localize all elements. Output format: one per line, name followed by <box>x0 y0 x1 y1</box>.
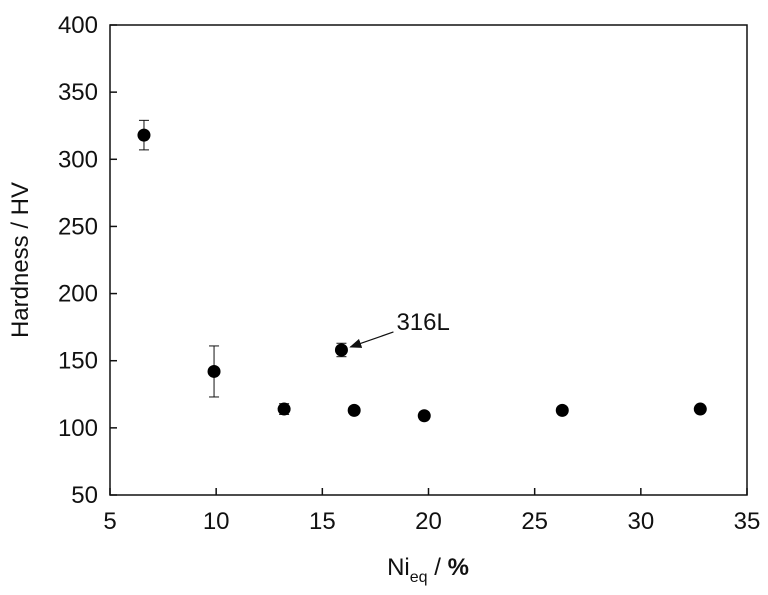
axis-ticks: 5 10 15 20 25 30 35 50 100 150 200 250 300 350 400 <box>58 12 760 535</box>
data-point-0 <box>137 128 151 142</box>
y-tick-label-400: 400 <box>58 12 98 39</box>
data-point-2 <box>277 402 291 416</box>
annotation-label-0: 316L <box>396 309 449 336</box>
annotation-arrow-0 <box>349 331 394 348</box>
y-tick-label-150: 150 <box>58 348 98 375</box>
data-point-6 <box>555 403 569 417</box>
y-tick-label-300: 300 <box>58 146 98 173</box>
y-tick-label-250: 250 <box>58 213 98 240</box>
y-axis-label: Hardness / HV <box>7 182 34 338</box>
x-tick-label-25: 25 <box>521 508 548 535</box>
x-tick-label-10: 10 <box>203 508 230 535</box>
x-axis-label-separator: / <box>428 554 448 581</box>
x-axis-label: Nieq / % <box>387 554 469 586</box>
data-point-1 <box>207 364 221 378</box>
plot-frame <box>109 24 748 496</box>
x-tick-label-30: 30 <box>627 508 654 535</box>
y-tick-label-50: 50 <box>71 482 98 509</box>
data-point-3 <box>334 343 348 357</box>
x-tick-label-35: 35 <box>734 508 761 535</box>
x-tick-label-5: 5 <box>103 508 116 535</box>
y-tick-label-100: 100 <box>58 415 98 442</box>
annotations: 316L <box>349 309 450 348</box>
data-point-7 <box>693 402 707 416</box>
x-tick-label-20: 20 <box>415 508 442 535</box>
data-point-4 <box>347 403 361 417</box>
y-tick-label-350: 350 <box>58 79 98 106</box>
x-tick-label-15: 15 <box>309 508 336 535</box>
x-axis-label-main: Ni <box>387 554 410 581</box>
data-points <box>137 119 707 423</box>
x-axis-label-unit: % <box>448 554 469 581</box>
x-axis-label-subscript: eq <box>410 569 428 586</box>
y-tick-label-200: 200 <box>58 281 98 308</box>
data-point-5 <box>417 409 431 423</box>
